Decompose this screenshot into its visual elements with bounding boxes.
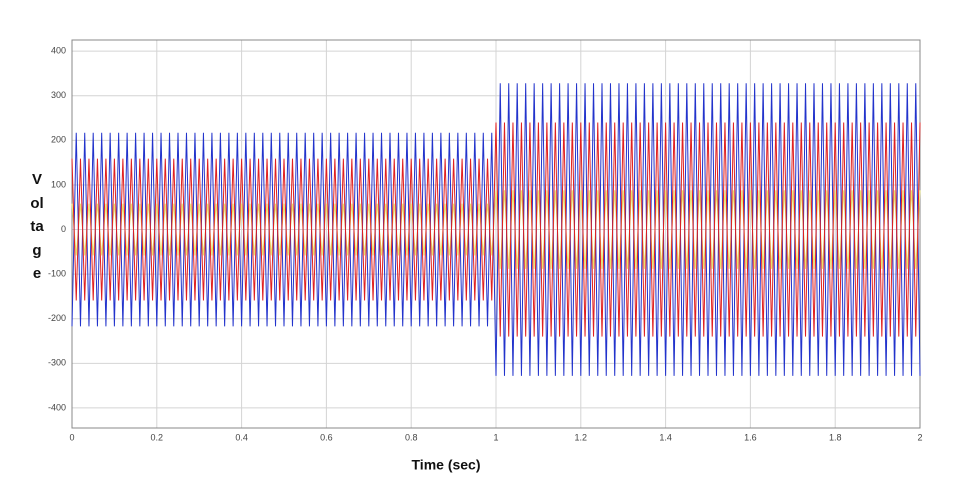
x-tick-label: 0 <box>69 432 74 442</box>
x-tick-label: 1.2 <box>575 432 588 442</box>
x-tick-label: 0.2 <box>151 432 164 442</box>
x-tick-label: 2 <box>917 432 922 442</box>
plot-frame <box>71 39 921 429</box>
x-tick-label: 0.8 <box>405 432 418 442</box>
x-axis-label: Time (sec) <box>412 457 481 473</box>
y-tick-label: 400 <box>51 46 66 56</box>
y-tick-label: 100 <box>51 179 66 189</box>
signal-line <box>71 83 921 376</box>
y-tick-label: 0 <box>61 224 66 234</box>
y-tick-label: 200 <box>51 135 66 145</box>
x-tick-label: 1.4 <box>659 432 672 442</box>
y-tick-label: 300 <box>51 90 66 100</box>
x-tick-label: 1.8 <box>829 432 842 442</box>
y-tick-label: -100 <box>48 269 66 279</box>
x-tick-label: 1 <box>493 432 498 442</box>
signal-line <box>71 122 921 337</box>
y-tick-label: -400 <box>48 402 66 412</box>
y-tick-label: -300 <box>48 358 66 368</box>
y-tick-label: -200 <box>48 313 66 323</box>
y-axis-label: Voltage <box>30 171 44 282</box>
x-tick-label: 1.6 <box>744 432 757 442</box>
x-tick-label: 0.6 <box>320 432 333 442</box>
x-tick-label: 0.4 <box>235 432 248 442</box>
